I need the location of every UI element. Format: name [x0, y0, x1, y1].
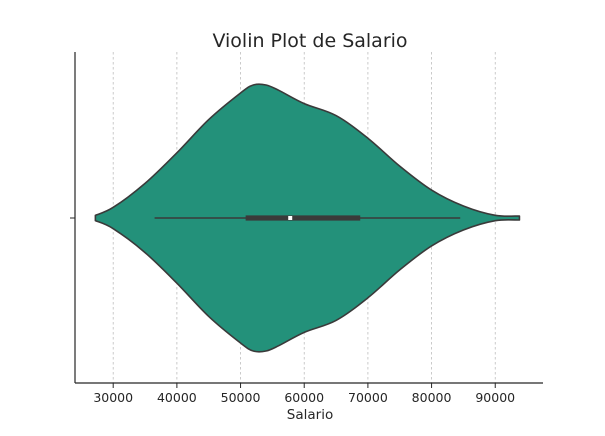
x-tick-label: 50000: [221, 390, 261, 405]
x-tick-label: 70000: [348, 390, 388, 405]
x-tick-label: 90000: [475, 390, 515, 405]
x-ticks: 30000 40000 50000 60000 70000 80000 90000: [93, 383, 515, 405]
iqr-box: [245, 215, 361, 221]
chart-title: Violin Plot de Salario: [212, 30, 407, 52]
x-tick-label: 40000: [157, 390, 197, 405]
median-marker: [288, 216, 293, 220]
x-axis-label: Salario: [287, 407, 333, 423]
axes: [70, 52, 543, 384]
x-tick-label: 30000: [93, 390, 133, 405]
x-tick-label: 60000: [284, 390, 324, 405]
violin-group: [94, 83, 521, 353]
x-tick-label: 80000: [412, 390, 452, 405]
